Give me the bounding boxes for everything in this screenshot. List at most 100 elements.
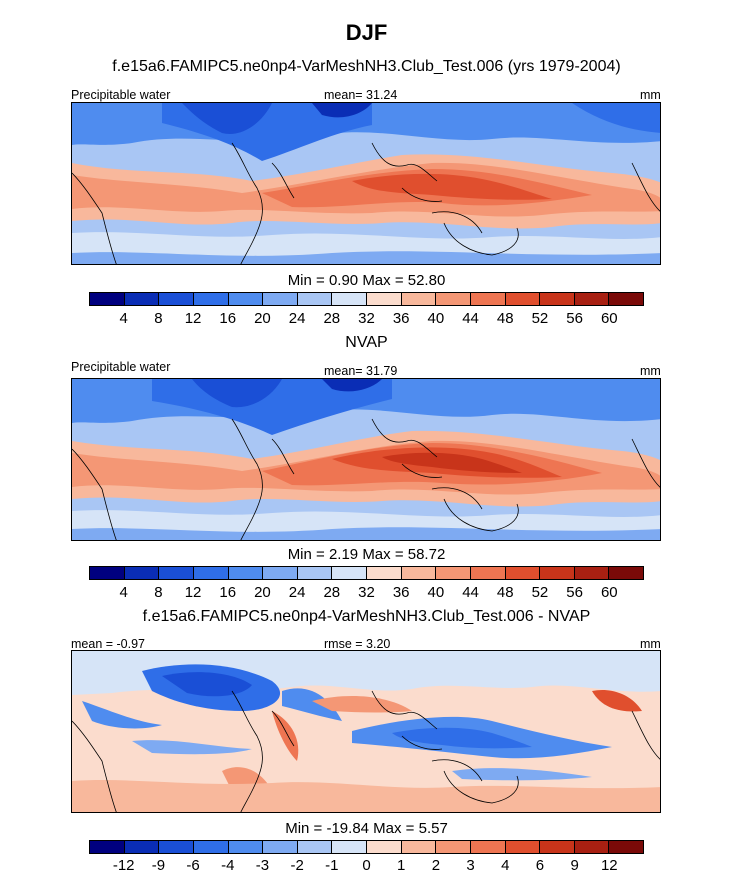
colorbar-swatch <box>159 293 194 305</box>
colorbar-swatch <box>193 293 229 305</box>
panel1-left-label: Precipitable water <box>71 88 171 102</box>
colorbar-swatch <box>193 567 229 579</box>
colorbar-swatch <box>401 841 437 853</box>
colorbar-swatch <box>228 293 264 305</box>
colorbar-swatch <box>436 567 471 579</box>
colorbar-tick-label: 52 <box>531 584 549 601</box>
colorbar-tick-label: 36 <box>392 310 410 327</box>
colorbar-swatch <box>124 293 160 305</box>
colorbar-tick-label: 24 <box>288 584 306 601</box>
colorbar-tick-label: 4 <box>501 857 510 874</box>
panel1-units-label: mm <box>640 88 661 102</box>
panel1-mean-label: mean= 31.24 <box>324 88 398 102</box>
panel3-mean-label: mean = -0.97 <box>71 637 146 651</box>
colorbar-swatch <box>470 293 506 305</box>
colorbar-tick-label: 48 <box>496 584 514 601</box>
colorbar-swatch <box>332 841 367 853</box>
colorbar-swatch <box>367 841 402 853</box>
colorbar-tick-label: 12 <box>600 857 618 874</box>
colorbar-tick-label: 60 <box>600 584 618 601</box>
colorbar-tick-label: 20 <box>254 310 271 327</box>
colorbar-swatch <box>401 293 437 305</box>
colorbar-swatch <box>470 841 506 853</box>
colorbar-swatch <box>574 567 610 579</box>
colorbar-swatch <box>90 293 125 305</box>
colorbar-tick-label: 0 <box>362 857 371 874</box>
panel2-minmax: Min = 2.19 Max = 58.72 <box>287 546 446 563</box>
colorbar-tick-label: -3 <box>255 857 270 874</box>
colorbar-swatch <box>401 567 437 579</box>
colorbar-tick-label: 32 <box>358 310 375 327</box>
colorbar-swatch <box>228 567 264 579</box>
colorbar-swatch <box>574 841 610 853</box>
colorbar-swatch <box>297 567 333 579</box>
colorbar-tick-label: 36 <box>392 584 410 601</box>
colorbar-tick-label: -4 <box>221 857 235 874</box>
panel2-units-label: mm <box>640 364 661 378</box>
colorbar-tick-label: -1 <box>325 857 339 874</box>
colorbar-tick-label: 52 <box>531 310 549 327</box>
panel1-field <box>72 103 660 264</box>
colorbar-tick-label: 12 <box>184 310 202 327</box>
colorbar-swatch <box>367 293 402 305</box>
colorbar-tick-label: 1 <box>397 857 406 874</box>
colorbar-tick-label: 4 <box>119 584 128 601</box>
colorbar-swatch <box>263 293 298 305</box>
colorbar-swatch <box>159 841 194 853</box>
panel3-field <box>72 651 660 812</box>
panel3-minmax: Min = -19.84 Max = 5.57 <box>285 820 448 837</box>
colorbar-tick-label: 12 <box>184 584 202 601</box>
colorbar-swatch <box>574 293 610 305</box>
colorbar-swatch <box>540 567 575 579</box>
colorbar-swatch <box>470 567 506 579</box>
colorbar-tick-label: 9 <box>570 857 579 874</box>
colorbar-swatch <box>124 567 160 579</box>
panel1-map <box>71 102 661 265</box>
colorbar-tick-label: -2 <box>290 857 304 874</box>
colorbar-tick-label: -12 <box>112 857 135 874</box>
colorbar-swatch <box>505 293 541 305</box>
colorbar-tick-label: 40 <box>427 584 445 601</box>
panel1-header: f.e15a6.FAMIPC5.ne0np4-VarMeshNH3.Club_T… <box>112 58 621 75</box>
colorbar-swatch <box>228 841 264 853</box>
colorbar-swatch <box>332 567 367 579</box>
panel2-left-label: Precipitable water <box>71 360 171 374</box>
colorbar-tick-label: 6 <box>535 857 545 874</box>
colorbar-tick-label: 20 <box>254 584 271 601</box>
panel3-colorbar-labels: -12 -9 -6 -4 -3 -2 -1 0 1 2 3 4 6 9 12 <box>89 857 644 875</box>
colorbar-swatch <box>90 841 125 853</box>
colorbar-tick-label: 32 <box>358 584 375 601</box>
panel2-mean-label: mean= 31.79 <box>324 364 398 378</box>
panel1-colorbar-labels: 4 8 12 16 20 24 28 32 36 40 44 48 52 56 60 <box>89 310 644 328</box>
panel3-map <box>71 650 661 813</box>
panel2-map <box>71 378 661 541</box>
panel3-units-label: mm <box>640 637 661 651</box>
colorbar-tick-label: 16 <box>219 584 237 601</box>
colorbar-swatch <box>297 293 333 305</box>
colorbar-swatch <box>505 841 541 853</box>
colorbar-tick-label: 28 <box>323 584 341 601</box>
colorbar-tick-label: 2 <box>431 857 441 874</box>
colorbar-swatch <box>193 841 229 853</box>
colorbar-tick-label: 24 <box>288 310 306 327</box>
figure-title: DJF <box>345 20 388 45</box>
colorbar-swatch <box>540 841 575 853</box>
colorbar-swatch <box>609 293 643 305</box>
panel3-colorbar <box>89 840 644 854</box>
colorbar-tick-label: 3 <box>466 857 475 874</box>
panel3-rmse-label: rmse = 3.20 <box>324 637 391 651</box>
colorbar-tick-label: 60 <box>600 310 618 327</box>
colorbar-tick-label: 16 <box>219 310 237 327</box>
colorbar-swatch <box>540 293 575 305</box>
panel1-colorbar <box>89 292 644 306</box>
colorbar-swatch <box>159 567 194 579</box>
colorbar-tick-label: 56 <box>566 584 583 601</box>
colorbar-swatch <box>332 293 367 305</box>
colorbar-tick-label: 48 <box>496 310 514 327</box>
colorbar-tick-label: 4 <box>119 310 128 327</box>
colorbar-swatch <box>367 567 402 579</box>
panel2-field <box>72 379 660 540</box>
colorbar-swatch <box>124 841 160 853</box>
colorbar-swatch <box>505 567 541 579</box>
colorbar-tick-label: 40 <box>427 310 445 327</box>
